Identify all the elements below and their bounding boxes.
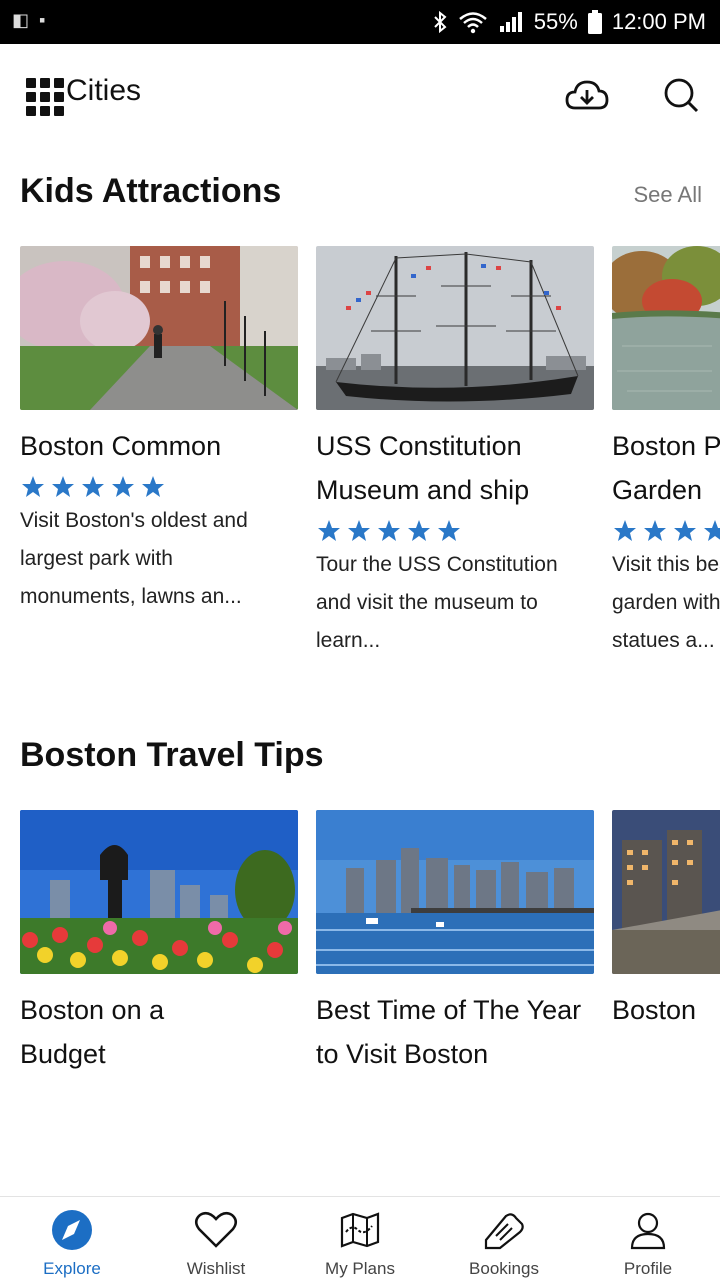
star-icon — [378, 520, 400, 541]
star-icon — [52, 476, 74, 497]
user-icon[interactable] — [625, 1207, 671, 1253]
tip-card[interactable]: Best Time of The Year to Visit Boston — [316, 810, 594, 1076]
grid-menu-icon[interactable] — [22, 74, 64, 116]
tip-image-best-time[interactable] — [316, 810, 594, 974]
bluetooth-icon — [434, 10, 447, 34]
section-title-kids-attractions: Kids Attractions — [20, 172, 282, 210]
attraction-title: Boston Public Garden — [612, 431, 720, 505]
battery-percent: 55% — [533, 9, 578, 34]
attraction-title: USS Constitution Museum and ship — [316, 431, 530, 505]
star-icon — [614, 520, 636, 541]
battery-icon — [587, 10, 602, 34]
page-title[interactable]: Cities — [66, 74, 142, 107]
compass-icon[interactable] — [49, 1207, 95, 1253]
attraction-image-uss-constitution[interactable] — [316, 246, 594, 410]
attraction-title: Boston Common — [20, 431, 222, 461]
nav-my-plans[interactable]: My Plans — [300, 1207, 420, 1279]
nav-label: My Plans — [325, 1259, 395, 1278]
tip-title: Boston on a Budget — [20, 995, 165, 1069]
nav-wishlist[interactable]: Wishlist — [156, 1207, 276, 1279]
star-icon — [674, 520, 696, 541]
attraction-card[interactable]: USS Constitution Museum and ship Tour th… — [316, 246, 594, 660]
star-rating — [316, 518, 594, 544]
nav-label: Wishlist — [186, 1259, 246, 1278]
nav-bookings[interactable]: Bookings — [444, 1207, 564, 1279]
star-icon — [644, 520, 666, 541]
notification-icon: ◧ — [12, 10, 30, 30]
ticket-icon[interactable] — [481, 1207, 527, 1253]
map-icon[interactable] — [337, 1207, 383, 1253]
heart-icon[interactable] — [193, 1207, 239, 1253]
star-icon — [318, 520, 340, 541]
tip-title: Boston — [612, 995, 697, 1025]
star-icon — [348, 520, 370, 541]
attraction-image-boston-public-garden[interactable] — [612, 246, 720, 410]
tip-card[interactable]: Boston on a Budget — [20, 810, 298, 1076]
attraction-description: Visit this beautiful garden with a lake,… — [612, 553, 720, 652]
nav-label: Bookings — [469, 1259, 539, 1278]
tip-image-boston[interactable] — [612, 810, 720, 974]
star-icon — [408, 520, 430, 541]
clock: 12:00 PM — [611, 9, 706, 34]
star-icon — [438, 520, 460, 541]
attraction-card[interactable]: Boston Common Visit Boston's oldest and … — [20, 246, 298, 616]
star-icon — [704, 520, 720, 541]
see-all-link[interactable]: See All — [633, 182, 703, 207]
notification-icons: ◧ ▪ — [12, 10, 45, 31]
nav-label: Profile — [623, 1259, 673, 1278]
nav-label: Explore — [43, 1259, 101, 1278]
nav-profile[interactable]: Profile — [588, 1207, 708, 1279]
star-icon — [82, 476, 104, 497]
tip-image-budget[interactable] — [20, 810, 298, 974]
nav-explore[interactable]: Explore — [12, 1207, 132, 1279]
section-title-travel-tips: Boston Travel Tips — [20, 736, 324, 774]
wifi-icon — [458, 12, 487, 34]
signal-icon — [499, 12, 522, 32]
status-bar: ◧ ▪ 55% 12:00 PM — [0, 0, 720, 44]
star-icon — [142, 476, 164, 497]
tip-card[interactable]: Boston — [612, 810, 720, 1032]
app-bar: Cities — [0, 44, 720, 134]
attraction-description: Visit Boston's oldest and largest park w… — [20, 509, 248, 608]
star-icon — [22, 476, 44, 497]
star-rating — [612, 518, 720, 544]
attraction-description: Tour the USS Constitution and visit the … — [316, 553, 558, 652]
star-icon — [112, 476, 134, 497]
cloud-download-icon[interactable] — [564, 72, 610, 118]
attraction-card[interactable]: Boston Public Garden Visit this beautifu… — [612, 246, 720, 660]
bottom-navigation: Explore Wishlist My Plans Bookings Profi… — [0, 1196, 720, 1280]
star-rating — [20, 474, 298, 500]
tip-title: Best Time of The Year to Visit Boston — [316, 995, 582, 1069]
attraction-image-boston-common[interactable] — [20, 246, 298, 410]
notification-icon: ▪ — [39, 10, 46, 30]
search-icon[interactable] — [658, 72, 704, 118]
